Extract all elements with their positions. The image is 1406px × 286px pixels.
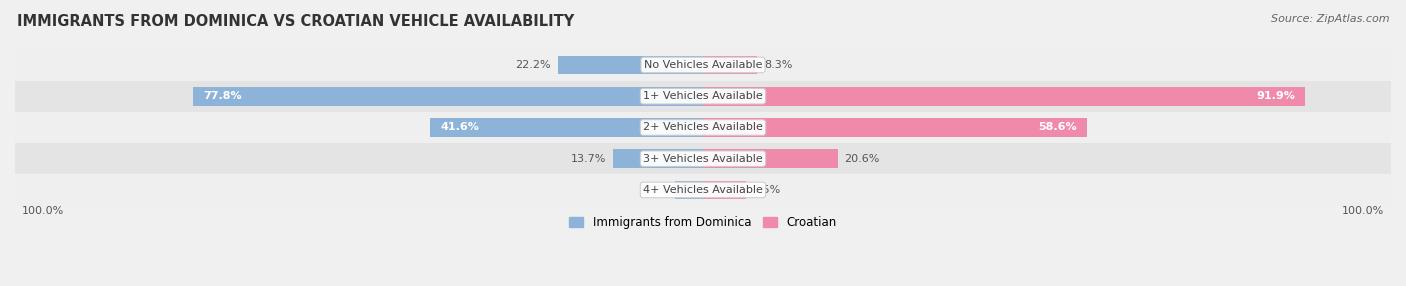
Text: 8.3%: 8.3% xyxy=(763,60,793,70)
Text: 22.2%: 22.2% xyxy=(516,60,551,70)
Text: 3+ Vehicles Available: 3+ Vehicles Available xyxy=(643,154,763,164)
Bar xyxy=(15,143,1391,174)
Text: 77.8%: 77.8% xyxy=(202,91,242,101)
Text: 100.0%: 100.0% xyxy=(21,206,63,216)
Bar xyxy=(675,180,703,199)
Text: Source: ZipAtlas.com: Source: ZipAtlas.com xyxy=(1271,14,1389,24)
Bar xyxy=(15,174,1391,206)
Text: IMMIGRANTS FROM DOMINICA VS CROATIAN VEHICLE AVAILABILITY: IMMIGRANTS FROM DOMINICA VS CROATIAN VEH… xyxy=(17,14,574,29)
Text: 1+ Vehicles Available: 1+ Vehicles Available xyxy=(643,91,763,101)
Bar xyxy=(703,87,1305,106)
Text: 91.9%: 91.9% xyxy=(1257,91,1295,101)
Text: 13.7%: 13.7% xyxy=(571,154,606,164)
Text: 6.5%: 6.5% xyxy=(752,185,780,195)
Text: No Vehicles Available: No Vehicles Available xyxy=(644,60,762,70)
Bar xyxy=(430,118,703,137)
Bar xyxy=(15,49,1391,81)
Bar xyxy=(703,118,1087,137)
Text: 2+ Vehicles Available: 2+ Vehicles Available xyxy=(643,122,763,132)
Legend: Immigrants from Dominica, Croatian: Immigrants from Dominica, Croatian xyxy=(564,212,842,234)
Bar xyxy=(193,87,703,106)
Bar xyxy=(558,55,703,74)
Text: 100.0%: 100.0% xyxy=(1343,206,1385,216)
Text: 4+ Vehicles Available: 4+ Vehicles Available xyxy=(643,185,763,195)
Bar xyxy=(15,81,1391,112)
Bar xyxy=(15,112,1391,143)
Bar xyxy=(703,55,758,74)
Bar xyxy=(613,149,703,168)
Text: 20.6%: 20.6% xyxy=(845,154,880,164)
Bar xyxy=(703,149,838,168)
Text: 41.6%: 41.6% xyxy=(440,122,479,132)
Bar xyxy=(703,180,745,199)
Text: 58.6%: 58.6% xyxy=(1039,122,1077,132)
Text: 4.2%: 4.2% xyxy=(640,185,669,195)
